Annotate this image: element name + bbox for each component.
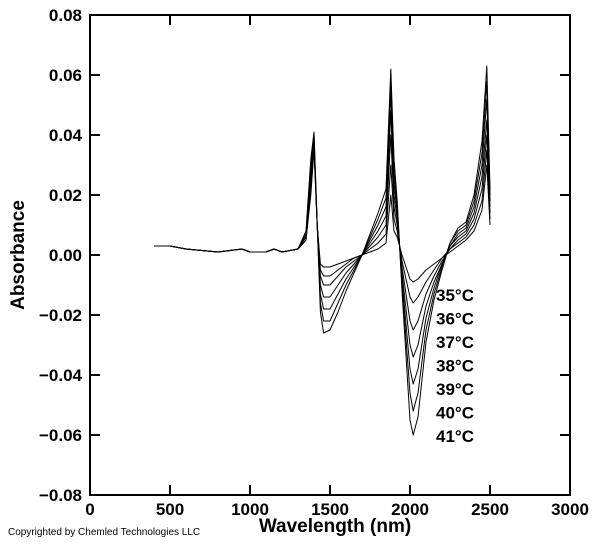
y-axis-title: Absorbance <box>8 200 29 310</box>
x-axis-ticks: 0 500 1000 1500 2000 2500 3000 <box>85 15 589 519</box>
x-axis-title: Wavelength (nm) <box>259 516 411 537</box>
y-tick-label: −0.04 <box>39 366 83 385</box>
x-tick-label: 2000 <box>391 500 429 519</box>
legend-label-2: 36°C <box>436 310 474 329</box>
plot-area-frame <box>89 14 571 496</box>
y-tick-label: 0.00 <box>49 246 82 265</box>
legend-label-1: 35°C <box>436 286 474 305</box>
y-tick-label: 0.08 <box>49 6 82 25</box>
y-tick-label: −0.06 <box>39 426 82 445</box>
x-tick-label: 0 <box>85 500 94 519</box>
legend-label-3: 37°C <box>436 333 474 352</box>
legend-label-4: 38°C <box>436 357 474 376</box>
legend-label-5: 39°C <box>436 380 474 399</box>
y-tick-label: −0.08 <box>39 486 82 505</box>
series-line-7 <box>154 65 491 436</box>
y-tick-label: 0.06 <box>49 66 82 85</box>
y-tick-label: 0.04 <box>49 126 83 145</box>
legend-label-7: 41°C <box>436 427 474 446</box>
x-tick-label: 1000 <box>231 500 269 519</box>
copyright-notice: Copyrighted by Chemled Technologies LLC <box>8 527 201 538</box>
x-tick-label: 500 <box>156 500 184 519</box>
legend-label-6: 40°C <box>436 404 474 423</box>
x-tick-label: 2500 <box>471 500 509 519</box>
x-tick-label: 1500 <box>311 500 349 519</box>
x-tick-label: 3000 <box>551 500 589 519</box>
y-tick-label: −0.02 <box>39 306 82 325</box>
y-axis-ticks: 0.08 0.06 0.04 0.02 0.00 −0.02 −0.04 −0.06 −0.08 <box>39 6 570 505</box>
legend: 35°C 36°C 37°C 38°C 39°C 40°C 41°C <box>436 286 474 446</box>
y-tick-label: 0.02 <box>49 186 82 205</box>
series-layer <box>154 65 491 436</box>
